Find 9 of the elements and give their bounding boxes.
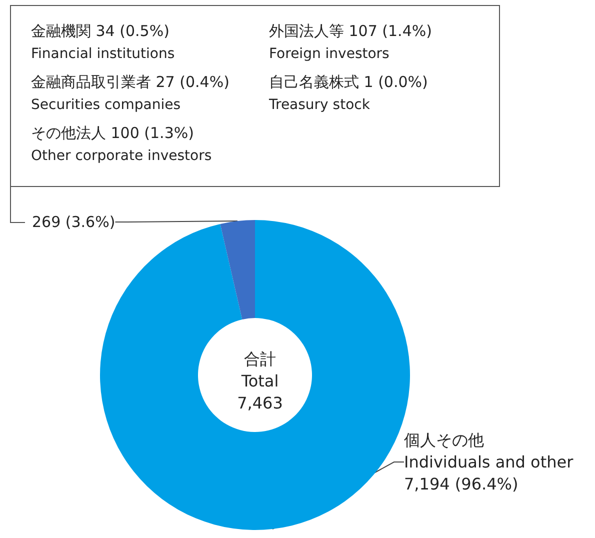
- slice-label: 個人その他 Individuals and other: [404, 430, 574, 472]
- text: 自己名義株式 1 (0.0%) Treasury stock: [269, 72, 429, 115]
- text: 外国法人等 107 (1.4%) Foreign investors: [269, 21, 433, 64]
- text: 金融商品取引業者 27 (0.4%) Securities companies: [31, 72, 230, 115]
- text: 合計 Total 7,463: [237, 350, 283, 412]
- text: その他法人 100 (1.3%) Other corporate investors: [31, 123, 213, 166]
- data-label: 269 (3.6%): [32, 213, 116, 231]
- text: 金融機関 34 (0.5%) Financial institutions: [31, 21, 176, 64]
- data-label: 7,194 (96.4%): [404, 474, 518, 494]
